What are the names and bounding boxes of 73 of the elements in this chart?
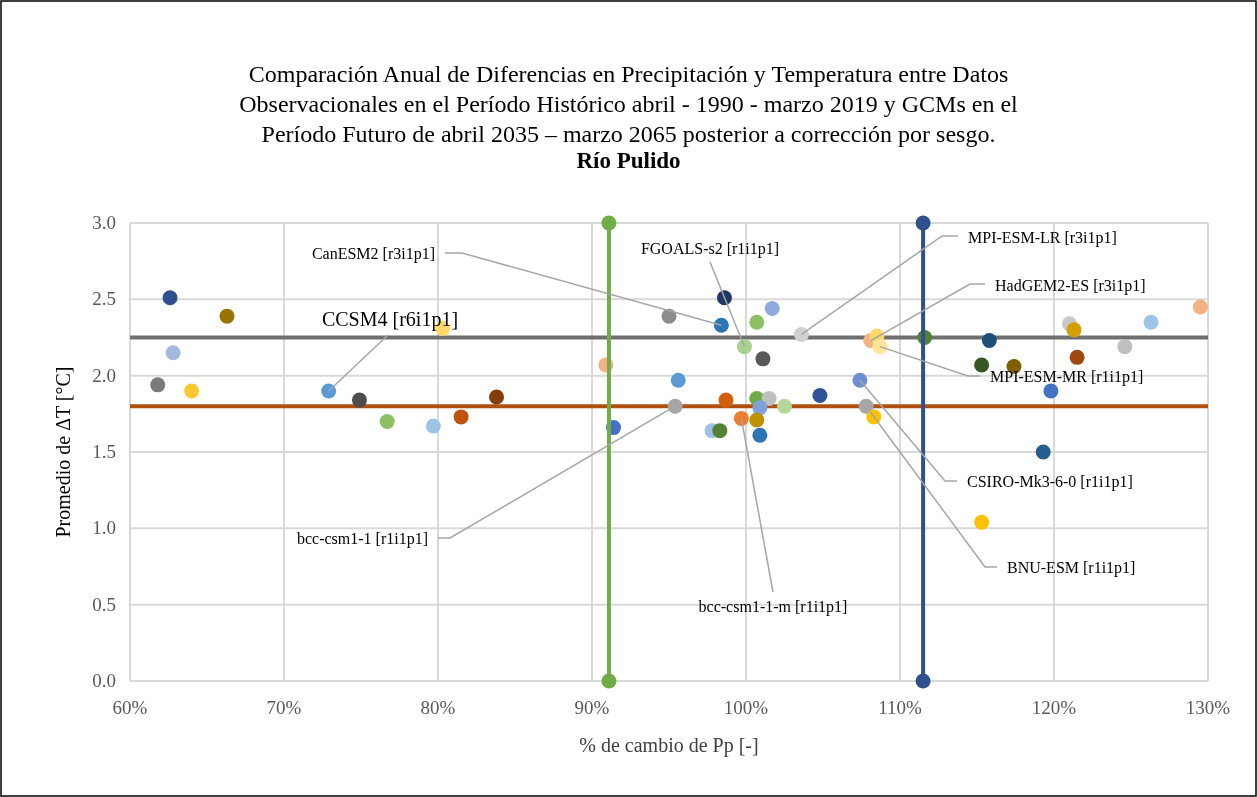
point bbox=[733, 410, 749, 426]
annotation: CSIRO-Mk3-6-0 [r1i1p1] bbox=[967, 473, 1133, 491]
y-tick-label: 0.5 bbox=[92, 593, 116, 615]
point bbox=[749, 412, 765, 428]
point bbox=[974, 357, 990, 373]
point bbox=[752, 400, 768, 416]
point bbox=[1192, 299, 1208, 315]
annotation: CanESM2 [r3i1p1] bbox=[311, 245, 435, 263]
point bbox=[712, 423, 728, 439]
point bbox=[974, 514, 990, 530]
y-tick-label: 3.0 bbox=[92, 212, 116, 233]
point bbox=[150, 377, 166, 393]
point bbox=[736, 339, 752, 355]
point bbox=[749, 314, 765, 330]
point bbox=[670, 372, 686, 388]
point bbox=[1066, 322, 1082, 338]
x-tick-label: 70% bbox=[266, 697, 302, 718]
point bbox=[453, 409, 469, 425]
x-axis-title: % de cambio de Pp [-] bbox=[579, 734, 759, 757]
point bbox=[761, 391, 777, 407]
point bbox=[872, 339, 888, 355]
point bbox=[425, 418, 441, 434]
point bbox=[915, 215, 931, 231]
x-tick-label: 130% bbox=[1185, 697, 1231, 718]
x-tick-label: 80% bbox=[420, 697, 456, 718]
y-tick-label: 2.0 bbox=[92, 364, 116, 386]
point bbox=[812, 388, 828, 404]
point bbox=[764, 300, 780, 316]
point bbox=[981, 333, 997, 349]
annotation: FGOALS-s2 [r1i1p1] bbox=[640, 240, 780, 258]
point bbox=[1117, 339, 1133, 355]
point bbox=[321, 383, 337, 399]
point bbox=[777, 398, 792, 414]
point bbox=[852, 372, 868, 388]
point bbox=[1069, 349, 1085, 365]
annotation: bcc-csm1-1-m [r1i1p1] bbox=[698, 598, 848, 616]
chart-subtitle: Río Pulido bbox=[576, 148, 681, 173]
point bbox=[793, 326, 809, 342]
x-tick-label: 120% bbox=[1031, 697, 1077, 718]
point bbox=[718, 392, 734, 408]
point bbox=[667, 398, 683, 414]
y-tick-label: 2.5 bbox=[92, 288, 116, 310]
point bbox=[184, 383, 200, 399]
annotation: bcc-csm1-1 [r1i1p1] bbox=[296, 530, 428, 548]
annotation: MPI-ESM-LR [r3i1p1] bbox=[968, 229, 1117, 247]
chart-title: Comparación Anual de Diferencias en Precipitación y Temperatura entre Datos Observacionales en el Período Histórico abril - 1990 - marzo 2019 y GCMs en el Período Futuro de abril 2035 – marzo 2065 posterior a corrección por sesgo. bbox=[239, 61, 1019, 147]
y-tick-label: 1.5 bbox=[92, 441, 116, 462]
point bbox=[601, 215, 617, 231]
y-tick-label: 1.0 bbox=[92, 517, 116, 539]
x-tick-label: 100% bbox=[723, 697, 769, 718]
x-tick-label: 60% bbox=[112, 697, 148, 718]
annotation: HadGEM2-ES [r3i1p1] bbox=[995, 277, 1146, 295]
x-tick-label: 90% bbox=[574, 697, 610, 718]
point bbox=[915, 673, 931, 689]
y-axis-title: Promedio de ΔT [°C] bbox=[52, 366, 74, 538]
point bbox=[1143, 314, 1159, 330]
point bbox=[351, 392, 367, 408]
annotation: BNU-ESM [r1i1p1] bbox=[1007, 559, 1136, 577]
point bbox=[489, 389, 505, 405]
point bbox=[1035, 444, 1051, 460]
point bbox=[1043, 383, 1059, 399]
point bbox=[379, 413, 395, 429]
annotation: CCSM4 [r6i1p1] bbox=[321, 308, 459, 331]
x-tick-label: 110% bbox=[878, 697, 922, 718]
point bbox=[755, 351, 771, 367]
y-tick-label: 0.0 bbox=[92, 670, 116, 691]
point bbox=[219, 308, 235, 324]
point bbox=[858, 398, 874, 414]
point bbox=[752, 427, 768, 443]
point bbox=[713, 317, 729, 333]
annotation: MPI-ESM-MR [r1i1p1] bbox=[990, 368, 1144, 386]
point bbox=[165, 345, 181, 361]
point bbox=[601, 673, 617, 689]
